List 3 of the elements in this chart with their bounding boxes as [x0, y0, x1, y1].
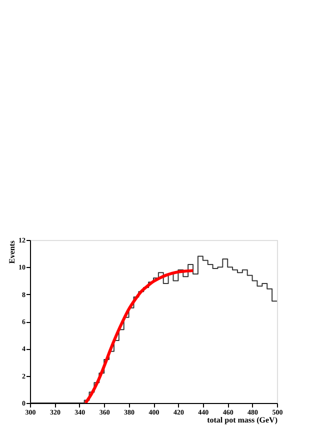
x-axis-title: total pot mass (GeV) — [207, 416, 278, 424]
y-axis-title: Events — [8, 240, 16, 264]
line-series — [84, 269, 195, 403]
